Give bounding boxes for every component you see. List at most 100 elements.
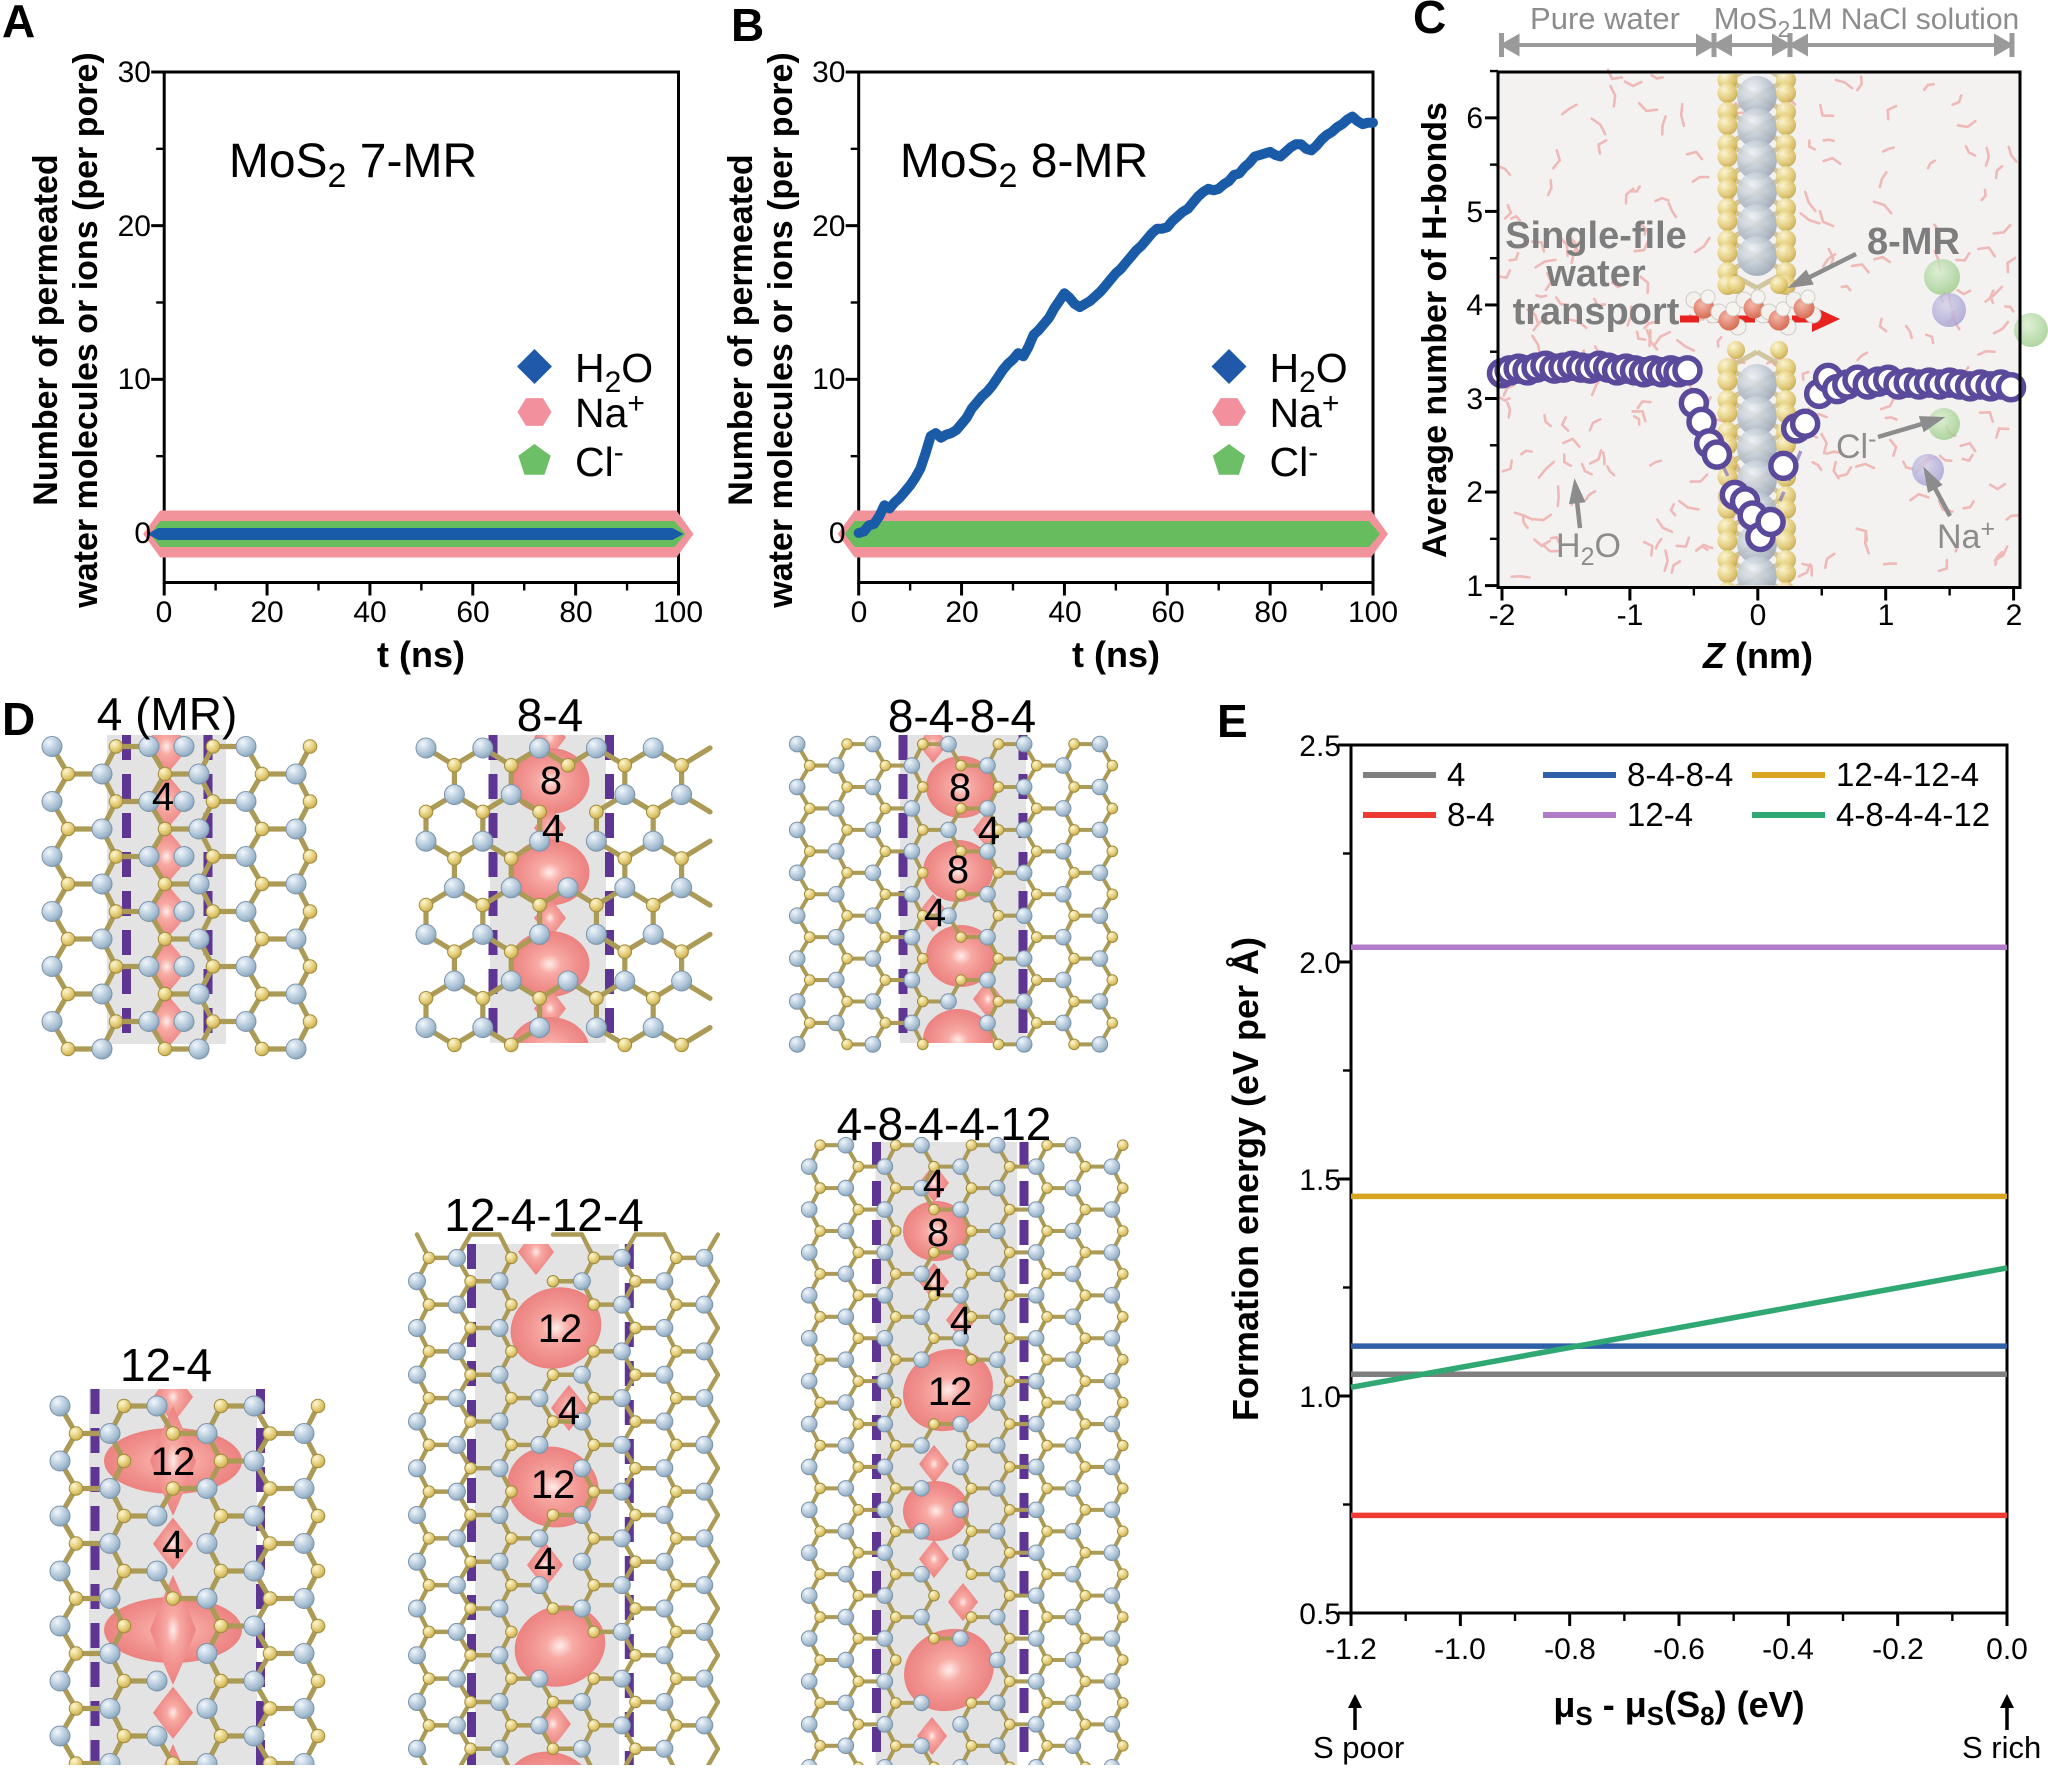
svg-text:Number of permeated: Number of permeated [27, 154, 65, 505]
svg-text:Formation energy (eV per Å): Formation energy (eV per Å) [1225, 937, 1266, 1421]
svg-text:Average number of H-bonds: Average number of H-bonds [1416, 102, 1454, 558]
svg-text:20: 20 [118, 210, 151, 243]
svg-text:12-4-12-4: 12-4-12-4 [444, 1189, 643, 1241]
svg-text:-0.8: -0.8 [1544, 1633, 1596, 1666]
svg-text:20: 20 [250, 596, 283, 629]
svg-text:MoS2 8-MR: MoS2 8-MR [900, 135, 1148, 195]
svg-text:4: 4 [1447, 756, 1465, 793]
svg-text:80: 80 [559, 596, 592, 629]
svg-text:8: 8 [540, 759, 562, 803]
svg-text:1: 1 [1466, 570, 1483, 603]
svg-text:8: 8 [949, 766, 971, 810]
svg-text:t (ns): t (ns) [377, 634, 465, 675]
svg-text:μS - μS(S8) (eV): μS - μS(S8) (eV) [1553, 1684, 1804, 1731]
svg-text:8-MR: 8-MR [1867, 221, 1960, 263]
svg-text:100: 100 [653, 596, 703, 629]
svg-text:100: 100 [1348, 596, 1398, 629]
svg-text:10: 10 [812, 363, 845, 396]
svg-text:water molecules or ions (per p: water molecules or ions (per pore) [67, 52, 105, 608]
svg-text:30: 30 [118, 56, 151, 89]
svg-text:-2: -2 [1489, 599, 1516, 632]
svg-text:60: 60 [1151, 596, 1184, 629]
svg-text:4: 4 [534, 1540, 556, 1584]
svg-text:80: 80 [1254, 596, 1287, 629]
svg-text:8-4: 8-4 [517, 689, 583, 741]
svg-text:4: 4 [1466, 289, 1483, 322]
svg-text:1.0: 1.0 [1299, 1381, 1341, 1414]
svg-text:2.5: 2.5 [1299, 730, 1341, 763]
svg-text:Number of permeated: Number of permeated [722, 154, 760, 505]
svg-text:transport: transport [1513, 291, 1680, 333]
svg-text:D: D [2, 693, 35, 745]
svg-text:A: A [2, 0, 35, 47]
svg-text:0: 0 [156, 596, 173, 629]
svg-text:-1.2: -1.2 [1325, 1633, 1377, 1666]
svg-text:H2O: H2O [1270, 345, 1348, 399]
svg-text:12-4: 12-4 [1627, 796, 1693, 833]
svg-text:0: 0 [134, 517, 151, 550]
svg-text:4-8-4-4-12: 4-8-4-4-12 [837, 1098, 1052, 1150]
svg-text:Cl-: Cl- [1270, 436, 1319, 485]
svg-text:2.0: 2.0 [1299, 947, 1341, 980]
svg-text:4: 4 [923, 1261, 945, 1305]
svg-text:12: 12 [538, 1307, 583, 1351]
svg-text:-0.4: -0.4 [1762, 1633, 1814, 1666]
svg-text:-1: -1 [1617, 599, 1644, 632]
svg-text:0: 0 [829, 517, 846, 550]
svg-text:12: 12 [531, 1463, 576, 1507]
svg-text:4-8-4-4-12: 4-8-4-4-12 [1836, 796, 1990, 833]
svg-text:Single-file: Single-file [1505, 215, 1687, 257]
svg-text:12: 12 [928, 1370, 973, 1414]
svg-text:12-4: 12-4 [120, 1339, 212, 1391]
svg-text:8: 8 [947, 848, 969, 892]
svg-text:8-4: 8-4 [1447, 796, 1495, 833]
svg-text:10: 10 [118, 363, 151, 396]
svg-text:B: B [731, 0, 764, 51]
svg-text:4: 4 [558, 1389, 580, 1433]
svg-text:2: 2 [1466, 476, 1483, 509]
svg-text:MoS2 7-MR: MoS2 7-MR [229, 135, 477, 195]
svg-text:5: 5 [1466, 196, 1483, 229]
svg-text:-0.2: -0.2 [1872, 1633, 1924, 1666]
svg-text:E: E [1217, 695, 1248, 747]
svg-text:1: 1 [1878, 599, 1895, 632]
svg-text:2: 2 [2006, 599, 2023, 632]
svg-text:8: 8 [927, 1211, 949, 1255]
svg-text:-1.0: -1.0 [1434, 1633, 1486, 1666]
svg-text:H2O: H2O [1556, 527, 1621, 571]
svg-text:Z (nm): Z (nm) [1702, 635, 1813, 676]
svg-text:12: 12 [151, 1440, 196, 1484]
svg-text:30: 30 [812, 56, 845, 89]
svg-text:4: 4 [162, 1523, 184, 1567]
svg-text:1M NaCl solution: 1M NaCl solution [1791, 3, 2019, 36]
svg-text:4: 4 [978, 809, 1000, 853]
svg-text:1.5: 1.5 [1299, 1164, 1341, 1197]
svg-text:3: 3 [1466, 383, 1483, 416]
svg-text:4 (MR): 4 (MR) [97, 688, 238, 740]
svg-text:0.0: 0.0 [1986, 1633, 2028, 1666]
svg-text:S poor: S poor [1313, 1730, 1404, 1765]
svg-text:4: 4 [923, 1162, 945, 1206]
svg-text:Na+: Na+ [575, 387, 645, 436]
svg-text:S rich: S rich [1962, 1730, 2041, 1765]
svg-text:12-4-12-4: 12-4-12-4 [1836, 756, 1979, 793]
svg-text:Pure water: Pure water [1530, 1, 1680, 36]
svg-text:60: 60 [456, 596, 489, 629]
svg-text:t (ns): t (ns) [1072, 634, 1160, 675]
svg-text:6: 6 [1466, 102, 1483, 135]
svg-text:0: 0 [1750, 599, 1767, 632]
svg-text:4: 4 [542, 807, 564, 851]
svg-text:8-4-8-4: 8-4-8-4 [1627, 756, 1733, 793]
svg-text:water molecules or ions (per p: water molecules or ions (per pore) [762, 52, 800, 608]
svg-text:0.5: 0.5 [1299, 1598, 1341, 1631]
svg-text:40: 40 [1048, 596, 1081, 629]
svg-text:4: 4 [924, 891, 946, 935]
svg-text:4: 4 [152, 775, 174, 819]
svg-text:C: C [1413, 0, 1446, 43]
svg-text:20: 20 [812, 210, 845, 243]
svg-text:40: 40 [353, 596, 386, 629]
svg-text:4: 4 [950, 1299, 972, 1343]
svg-text:20: 20 [945, 596, 978, 629]
svg-text:8-4-8-4: 8-4-8-4 [888, 690, 1036, 742]
svg-text:0: 0 [851, 596, 868, 629]
